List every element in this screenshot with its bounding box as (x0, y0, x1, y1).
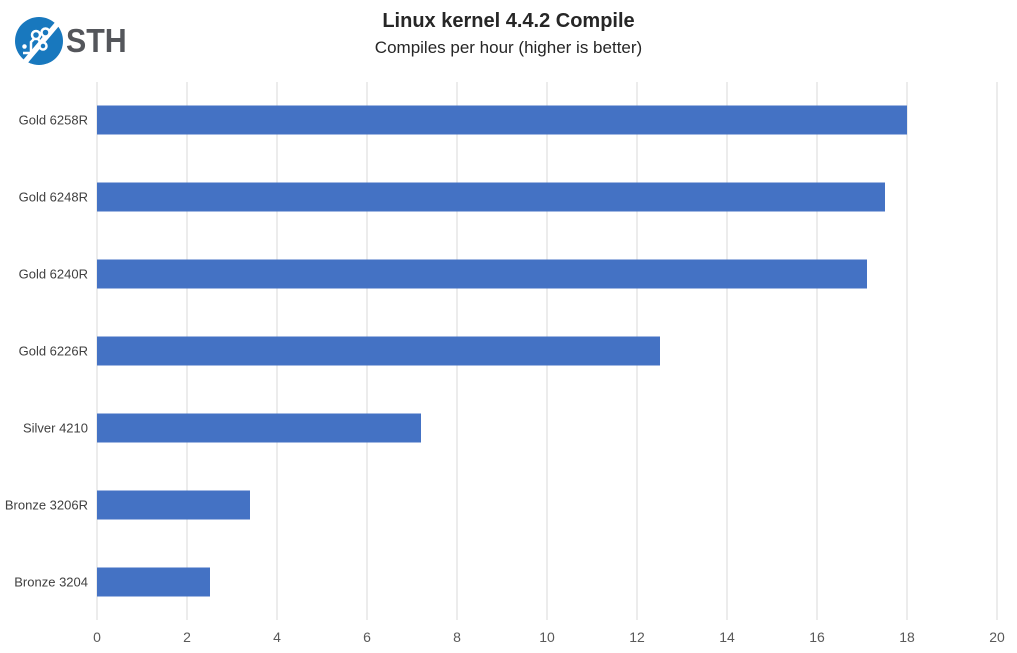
category-label: Bronze 3204 (14, 574, 88, 590)
x-tick-label-8: 8 (453, 629, 461, 645)
chart-row: Gold 6258R (19, 82, 997, 159)
chart-header: Linux kernel 4.4.2 Compile Compiles per … (0, 8, 1017, 60)
category-label: Gold 6258R (18, 112, 88, 128)
chart-row: Silver 4210 (23, 389, 997, 466)
gridline-x-16 (816, 82, 818, 620)
category-label: Gold 6226R (18, 343, 88, 359)
chart-subtitle: Compiles per hour (higher is better) (374, 38, 643, 57)
bar-silver-4210 (97, 413, 421, 443)
x-tick-label-18: 18 (899, 629, 915, 645)
x-tick-label-12: 12 (629, 629, 645, 645)
category-label: Silver 4210 (22, 420, 88, 436)
gridline-x-20 (996, 82, 998, 620)
chart-row: Bronze 3204 (14, 543, 997, 620)
sth-logo-text: STH (66, 22, 127, 59)
gridline-x-14 (726, 82, 728, 620)
chart-row: Gold 6248R (19, 159, 997, 236)
bar-bronze-3204 (97, 567, 210, 597)
chart-row: Gold 6240R (19, 236, 997, 313)
chart-title: Linux kernel 4.4.2 Compile (382, 10, 635, 32)
x-tick-label-6: 6 (363, 629, 371, 645)
bar-rows: Gold 6258R Gold 6248R Gold 6240R Gold 6226R… (5, 82, 997, 620)
chart-row: Gold 6226R (19, 313, 997, 390)
x-tick-label-14: 14 (719, 629, 735, 645)
x-tick-label-2: 2 (183, 629, 191, 645)
sth-logo-icon (15, 17, 63, 65)
bar-gold-6258r (97, 105, 907, 135)
x-tick-label-4: 4 (273, 629, 281, 645)
bar-gold-6248r (97, 182, 885, 212)
chart-row: Bronze 3206R (5, 466, 997, 543)
category-label: Bronze 3206R (4, 497, 88, 513)
x-tick-label-16: 16 (809, 629, 825, 645)
gridline-x-18 (906, 82, 908, 620)
sth-logo: STH (14, 16, 132, 66)
x-tick-label-20: 20 (989, 629, 1005, 645)
category-label: Gold 6240R (18, 266, 88, 282)
plot-area: Gold 6258R Gold 6248R Gold 6240R Gold 6226R… (5, 82, 998, 620)
bar-bronze-3206r (97, 490, 250, 520)
bar-gold-6240r (97, 259, 867, 289)
bar-gold-6226r (97, 336, 660, 366)
x-tick-label-10: 10 (539, 629, 555, 645)
x-axis: 0 2 4 6 8 10 12 14 16 18 20 (93, 629, 1005, 647)
x-tick-label-0: 0 (93, 629, 101, 645)
category-label: Gold 6248R (18, 189, 88, 205)
